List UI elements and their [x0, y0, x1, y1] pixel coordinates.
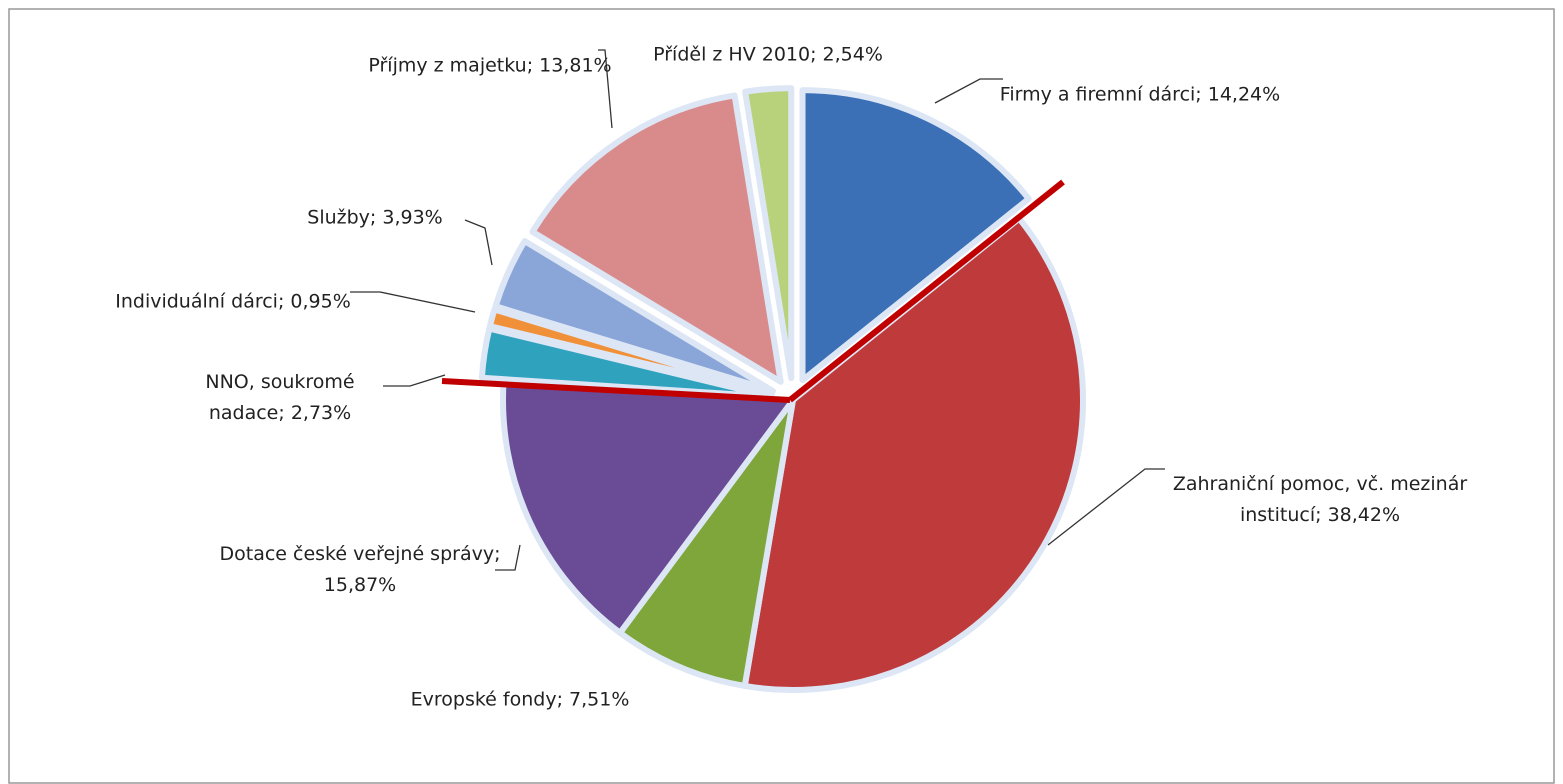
pie-slice	[742, 85, 795, 382]
slice-label: Příděl z HV 2010; 2,54%	[648, 40, 888, 71]
category-label: Individuální dárci;	[115, 290, 285, 313]
category-label: Evropské fondy;	[410, 688, 563, 711]
leader-lines	[350, 49, 1165, 571]
pie-slice	[500, 378, 796, 636]
pie-slice	[486, 306, 775, 398]
slice-label: Individuální dárci; 0,95%	[103, 287, 363, 318]
slice-label: NNO, soukromé nadace; 2,73%	[165, 367, 395, 429]
value-label: 2,73%	[290, 402, 352, 424]
category-label: Příděl z HV 2010;	[653, 43, 817, 66]
value-label: 15,87%	[323, 574, 397, 596]
value-label: 2,54%	[822, 43, 883, 66]
category-label: Firmy a firemní dárci;	[999, 83, 1202, 106]
value-label: 13,81%	[539, 54, 612, 77]
slice-label: Zahraniční pomoc, vč. mezinár institucí;…	[1155, 469, 1485, 531]
pie-slice	[492, 238, 776, 395]
highlight-line	[441, 378, 791, 403]
slice-label: Služby; 3,93%	[265, 203, 485, 234]
slice-label: Příjmy z majetku; 13,81%	[360, 51, 620, 82]
slice-label: Firmy a firemní dárci; 14,24%	[990, 80, 1290, 111]
slice-label: Evropské fondy; 7,51%	[355, 685, 685, 716]
category-label: NNO, soukromé nadace;	[205, 371, 355, 424]
pie-slice	[529, 92, 784, 385]
category-label: Dotace české veřejné správy;	[219, 543, 501, 565]
frame	[8, 8, 1555, 784]
value-label: 38,42%	[1327, 504, 1401, 526]
slice-label: Dotace české veřejné správy; 15,87%	[210, 539, 510, 601]
pie-slice	[799, 87, 1032, 384]
pie-slice	[617, 397, 796, 689]
value-label: 3,93%	[382, 206, 443, 229]
value-label: 14,24%	[1207, 83, 1281, 106]
pie-slice	[741, 215, 1086, 693]
value-label: 7,51%	[569, 688, 630, 711]
category-label: Příjmy z majetku;	[368, 54, 534, 77]
value-label: 0,95%	[290, 290, 351, 313]
category-label: Zahraniční pomoc, vč. mezinár institucí;	[1172, 473, 1468, 526]
highlight-line	[788, 179, 1065, 403]
category-label: Služby;	[307, 206, 377, 229]
